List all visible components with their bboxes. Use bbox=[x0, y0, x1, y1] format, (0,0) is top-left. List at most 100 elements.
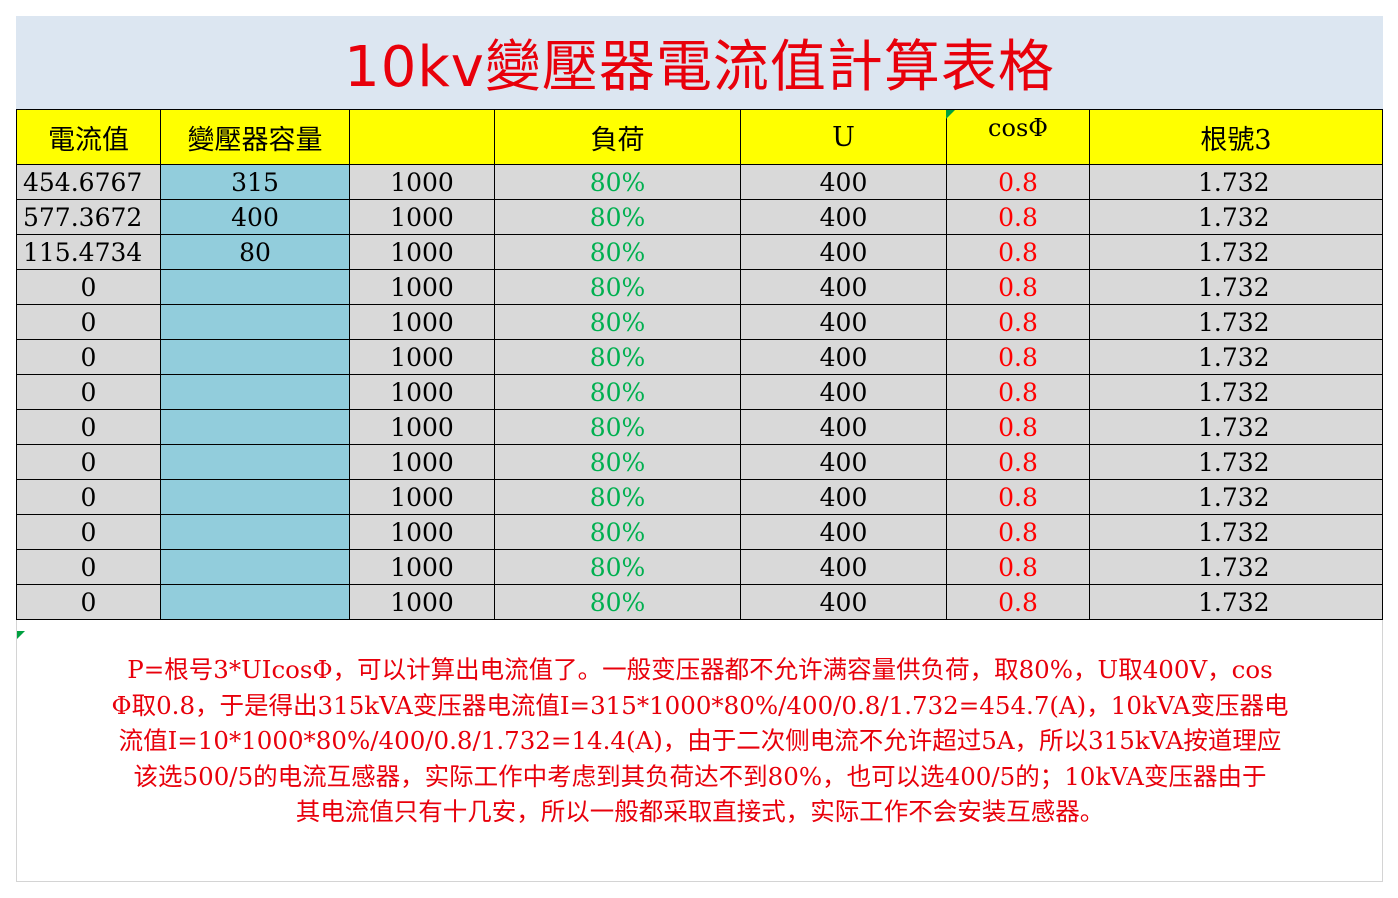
current-cell[interactable]: 454.6767 bbox=[16, 164, 161, 200]
header-current[interactable]: 電流值 bbox=[16, 109, 161, 165]
current-cell[interactable]: 115.4734 bbox=[16, 234, 161, 270]
voltage-cell[interactable]: 400 bbox=[740, 269, 947, 305]
load-cell[interactable]: 80% bbox=[494, 269, 741, 305]
cos-phi-cell[interactable]: 0.8 bbox=[946, 269, 1090, 305]
cos-phi-cell[interactable]: 0.8 bbox=[946, 339, 1090, 375]
capacity-cell[interactable]: 400 bbox=[160, 199, 350, 235]
voltage-cell[interactable]: 400 bbox=[740, 409, 947, 445]
sqrt3-cell[interactable]: 1.732 bbox=[1089, 339, 1383, 375]
factor-cell[interactable]: 1000 bbox=[349, 199, 495, 235]
capacity-cell[interactable] bbox=[160, 549, 350, 585]
voltage-cell[interactable]: 400 bbox=[740, 374, 947, 410]
factor-cell[interactable]: 1000 bbox=[349, 514, 495, 550]
voltage-cell[interactable]: 400 bbox=[740, 479, 947, 515]
cos-phi-cell[interactable]: 0.8 bbox=[946, 199, 1090, 235]
load-cell[interactable]: 80% bbox=[494, 479, 741, 515]
current-cell[interactable]: 0 bbox=[16, 339, 161, 375]
capacity-cell[interactable] bbox=[160, 514, 350, 550]
load-cell[interactable]: 80% bbox=[494, 164, 741, 200]
cos-phi-cell[interactable]: 0.8 bbox=[946, 479, 1090, 515]
current-cell[interactable]: 0 bbox=[16, 409, 161, 445]
sqrt3-cell[interactable]: 1.732 bbox=[1089, 199, 1383, 235]
cos-phi-cell[interactable]: 0.8 bbox=[946, 374, 1090, 410]
factor-cell[interactable]: 1000 bbox=[349, 374, 495, 410]
header-blank[interactable] bbox=[349, 109, 495, 165]
load-cell[interactable]: 80% bbox=[494, 374, 741, 410]
capacity-cell[interactable] bbox=[160, 304, 350, 340]
sqrt3-cell[interactable]: 1.732 bbox=[1089, 234, 1383, 270]
capacity-cell[interactable] bbox=[160, 479, 350, 515]
cos-phi-cell[interactable]: 0.8 bbox=[946, 304, 1090, 340]
cos-phi-cell[interactable]: 0.8 bbox=[946, 444, 1090, 480]
factor-cell[interactable]: 1000 bbox=[349, 339, 495, 375]
factor-cell[interactable]: 1000 bbox=[349, 234, 495, 270]
current-cell[interactable]: 0 bbox=[16, 584, 161, 620]
cos-phi-cell[interactable]: 0.8 bbox=[946, 584, 1090, 620]
factor-cell[interactable]: 1000 bbox=[349, 479, 495, 515]
factor-cell[interactable]: 1000 bbox=[349, 584, 495, 620]
current-cell[interactable]: 0 bbox=[16, 514, 161, 550]
current-cell[interactable]: 0 bbox=[16, 304, 161, 340]
sqrt3-cell[interactable]: 1.732 bbox=[1089, 164, 1383, 200]
header-sqrt3[interactable]: 根號3 bbox=[1089, 109, 1383, 165]
load-cell[interactable]: 80% bbox=[494, 584, 741, 620]
current-cell[interactable]: 0 bbox=[16, 269, 161, 305]
capacity-cell[interactable]: 80 bbox=[160, 234, 350, 270]
factor-cell[interactable]: 1000 bbox=[349, 269, 495, 305]
sqrt3-cell[interactable]: 1.732 bbox=[1089, 549, 1383, 585]
factor-cell[interactable]: 1000 bbox=[349, 409, 495, 445]
factor-cell[interactable]: 1000 bbox=[349, 304, 495, 340]
capacity-cell[interactable] bbox=[160, 584, 350, 620]
voltage-cell[interactable]: 400 bbox=[740, 339, 947, 375]
cos-phi-cell[interactable]: 0.8 bbox=[946, 549, 1090, 585]
voltage-cell[interactable]: 400 bbox=[740, 514, 947, 550]
cos-phi-cell[interactable]: 0.8 bbox=[946, 164, 1090, 200]
sqrt3-cell[interactable]: 1.732 bbox=[1089, 304, 1383, 340]
sqrt3-cell[interactable]: 1.732 bbox=[1089, 514, 1383, 550]
voltage-cell[interactable]: 400 bbox=[740, 584, 947, 620]
voltage-cell[interactable]: 400 bbox=[740, 234, 947, 270]
current-cell[interactable]: 0 bbox=[16, 549, 161, 585]
title-banner[interactable]: 10kv變壓器電流值計算表格 bbox=[16, 16, 1383, 109]
load-cell[interactable]: 80% bbox=[494, 409, 741, 445]
current-cell[interactable]: 0 bbox=[16, 479, 161, 515]
sqrt3-cell[interactable]: 1.732 bbox=[1089, 479, 1383, 515]
voltage-cell[interactable]: 400 bbox=[740, 199, 947, 235]
load-cell[interactable]: 80% bbox=[494, 234, 741, 270]
voltage-cell[interactable]: 400 bbox=[740, 444, 947, 480]
load-cell[interactable]: 80% bbox=[494, 514, 741, 550]
load-cell[interactable]: 80% bbox=[494, 339, 741, 375]
header-voltage[interactable]: U bbox=[740, 109, 947, 165]
factor-cell[interactable]: 1000 bbox=[349, 164, 495, 200]
sqrt3-cell[interactable]: 1.732 bbox=[1089, 409, 1383, 445]
factor-cell[interactable]: 1000 bbox=[349, 549, 495, 585]
current-cell[interactable]: 0 bbox=[16, 444, 161, 480]
capacity-cell[interactable] bbox=[160, 409, 350, 445]
header-capacity[interactable]: 變壓器容量 bbox=[160, 109, 350, 165]
capacity-cell[interactable] bbox=[160, 269, 350, 305]
cos-phi-cell[interactable]: 0.8 bbox=[946, 234, 1090, 270]
sqrt3-cell[interactable]: 1.732 bbox=[1089, 444, 1383, 480]
voltage-cell[interactable]: 400 bbox=[740, 164, 947, 200]
sqrt3-cell[interactable]: 1.732 bbox=[1089, 584, 1383, 620]
capacity-cell[interactable]: 315 bbox=[160, 164, 350, 200]
cos-phi-cell[interactable]: 0.8 bbox=[946, 409, 1090, 445]
current-cell[interactable]: 0 bbox=[16, 374, 161, 410]
header-load[interactable]: 負荷 bbox=[494, 109, 741, 165]
capacity-cell[interactable] bbox=[160, 444, 350, 480]
cell-comment-marker bbox=[17, 631, 25, 639]
load-cell[interactable]: 80% bbox=[494, 444, 741, 480]
voltage-cell[interactable]: 400 bbox=[740, 549, 947, 585]
current-cell[interactable]: 577.3672 bbox=[16, 199, 161, 235]
header-cos-phi[interactable]: cosΦ bbox=[946, 109, 1090, 165]
sqrt3-cell[interactable]: 1.732 bbox=[1089, 269, 1383, 305]
cos-phi-cell[interactable]: 0.8 bbox=[946, 514, 1090, 550]
capacity-cell[interactable] bbox=[160, 374, 350, 410]
load-cell[interactable]: 80% bbox=[494, 549, 741, 585]
load-cell[interactable]: 80% bbox=[494, 199, 741, 235]
sqrt3-cell[interactable]: 1.732 bbox=[1089, 374, 1383, 410]
voltage-cell[interactable]: 400 bbox=[740, 304, 947, 340]
capacity-cell[interactable] bbox=[160, 339, 350, 375]
factor-cell[interactable]: 1000 bbox=[349, 444, 495, 480]
load-cell[interactable]: 80% bbox=[494, 304, 741, 340]
